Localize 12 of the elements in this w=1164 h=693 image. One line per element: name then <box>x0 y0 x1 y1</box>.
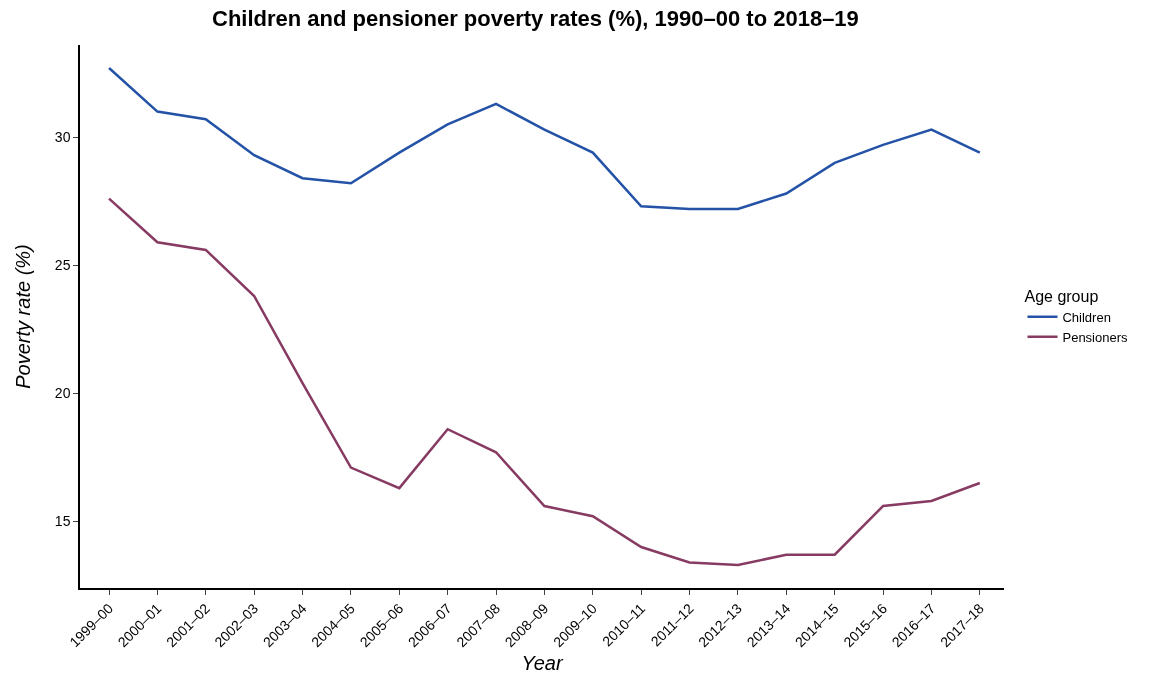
y-axis-title: Poverty rate (%) <box>11 244 34 389</box>
legend-title: Age group <box>1024 287 1099 305</box>
chart-title: Children and pensioner poverty rates (%), 1990–00 to 2018–19 <box>212 5 859 31</box>
line-series <box>107 197 982 567</box>
line-series <box>107 66 982 211</box>
y-tick-label: 20 <box>54 385 71 402</box>
x-axis-title: Year <box>521 652 564 675</box>
y-tick-label: 30 <box>54 129 71 146</box>
y-tick-label: 15 <box>54 513 71 530</box>
y-tick-label: 25 <box>54 257 71 274</box>
legend-label: Children <box>1062 309 1111 325</box>
legend-label: Pensioners <box>1062 329 1129 345</box>
